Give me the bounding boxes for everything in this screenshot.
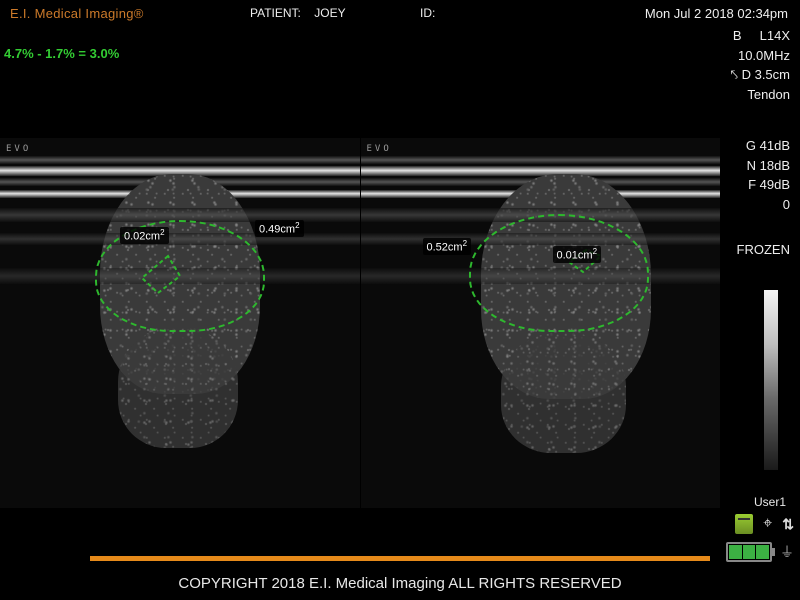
depth-value: 3.5cm xyxy=(755,67,790,82)
zero-label: 0 xyxy=(724,195,796,215)
battery-icon xyxy=(726,542,772,562)
copyright-label: COPYRIGHT 2018 E.I. Medical Imaging ALL … xyxy=(0,575,800,592)
measurement-outer-left: 0.49cm2 xyxy=(255,220,304,237)
near-gain-label: N 18dB xyxy=(724,156,796,176)
cine-progress-bar[interactable] xyxy=(90,556,710,561)
battery-row: ⏚ xyxy=(726,542,794,562)
scan-pane-left[interactable]: EVO 0.02cm2 0.49cm2 xyxy=(0,138,360,508)
depth-prefix: ⤣ D xyxy=(731,67,751,82)
roi-outer-right[interactable] xyxy=(469,214,649,332)
id-label: ID: xyxy=(420,6,435,20)
gain-label: G 41dB xyxy=(724,136,796,156)
tissue-layer xyxy=(361,166,721,176)
settings-panel: B L14X 10.0MHz ⤣ D 3.5cm Tendon G 41dB N… xyxy=(724,26,796,260)
tissue-structure xyxy=(501,333,626,453)
battery-cell xyxy=(756,545,769,559)
storage-icon[interactable] xyxy=(735,514,753,534)
patient-name: JOEY xyxy=(314,6,345,20)
id-block: ID: xyxy=(420,6,435,20)
tissue-layer xyxy=(361,156,721,164)
scan-pane-right[interactable]: EVO 0.52cm2 0.01cm2 xyxy=(360,138,721,508)
battery-cell xyxy=(729,545,742,559)
wireless-icon[interactable]: ⇅ xyxy=(782,516,794,533)
ultrasound-scan-area: EVO 0.02cm2 0.49cm2 EVO 0.52cm2 xyxy=(0,138,720,508)
patient-block: PATIENT: JOEY xyxy=(250,6,346,20)
status-icons: ⌖ ⇅ xyxy=(735,514,794,534)
frequency-label: 10.0MHz xyxy=(724,46,796,66)
tissue-structure xyxy=(118,328,238,448)
calculation-readout: 4.7% - 1.7% = 3.0% xyxy=(4,46,119,61)
bluetooth-icon[interactable]: ⌖ xyxy=(763,515,772,533)
probe-label: L14X xyxy=(760,28,790,43)
battery-cell xyxy=(743,545,756,559)
tissue-layer xyxy=(0,156,360,164)
patient-label: PATIENT: xyxy=(250,6,301,20)
measurement-inner-left: 0.02cm2 xyxy=(120,227,169,244)
brand-label: E.I. Medical Imaging® xyxy=(10,6,144,21)
evo-watermark: EVO xyxy=(367,144,392,154)
measurement-outer-right: 0.52cm2 xyxy=(423,238,472,255)
preset-label: Tendon xyxy=(724,85,796,105)
grayscale-bar xyxy=(764,290,778,470)
far-gain-label: F 49dB xyxy=(724,175,796,195)
measurement-inner-right: 0.01cm2 xyxy=(553,246,602,263)
mode-label: B xyxy=(733,28,742,43)
power-plug-icon: ⏚ xyxy=(780,542,794,562)
evo-watermark: EVO xyxy=(6,144,31,154)
user-label: User1 xyxy=(754,495,786,509)
frozen-state-label: FROZEN xyxy=(724,240,796,260)
datetime-label: Mon Jul 2 2018 02:34pm xyxy=(645,6,788,21)
